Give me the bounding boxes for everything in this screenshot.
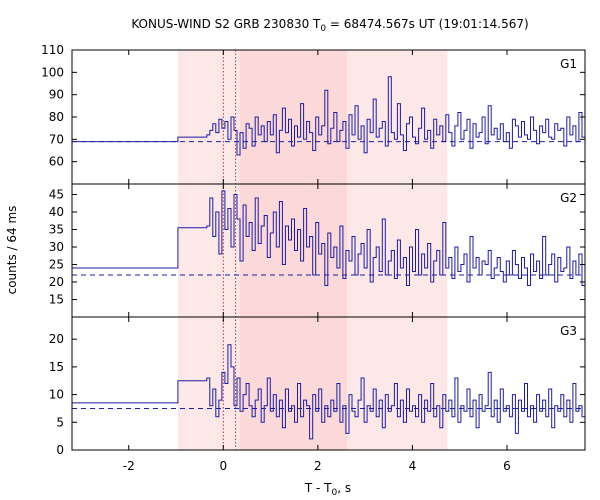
y-tick-label-g1: 60 xyxy=(49,155,64,169)
y-tick-label-g3: 0 xyxy=(56,443,64,457)
x-axis-label: T - T0, s xyxy=(304,481,351,498)
panel-label-g3: G3 xyxy=(560,324,577,338)
x-tick-label: 4 xyxy=(409,459,417,473)
y-tick-label-g2: 30 xyxy=(49,240,64,254)
y-tick-label-g3: 5 xyxy=(56,415,64,429)
light-curve-g2 xyxy=(72,190,585,286)
y-tick-label-g1: 90 xyxy=(49,88,64,102)
y-tick-label-g1: 70 xyxy=(49,132,64,146)
light-curve-g1 xyxy=(72,76,585,156)
axes-layer: G160708090100110G215202530354045G3051015… xyxy=(41,43,586,473)
y-tick-label-g1: 100 xyxy=(41,65,64,79)
x-tick-label: 6 xyxy=(503,459,511,473)
light-curve-g3 xyxy=(72,344,585,440)
panel-label-g2: G2 xyxy=(560,191,577,205)
x-tick-label: -2 xyxy=(123,459,135,473)
y-tick-label-g3: 20 xyxy=(49,332,64,346)
y-tick-label-g3: 15 xyxy=(49,360,64,374)
y-tick-label-g2: 35 xyxy=(49,223,64,237)
chart-title: KONUS-WIND S2 GRB 230830 T0 = 68474.567s… xyxy=(131,17,528,34)
y-tick-label-g2: 15 xyxy=(49,293,64,307)
y-tick-label-g2: 20 xyxy=(49,275,64,289)
series-g3 xyxy=(72,344,585,440)
y-axis-label: counts / 64 ms xyxy=(5,206,19,295)
trigger-markers xyxy=(222,50,237,450)
series-layer xyxy=(72,76,585,440)
panel-frame-g3 xyxy=(71,316,586,451)
series-g2 xyxy=(72,190,585,286)
x-tick-label: 2 xyxy=(314,459,322,473)
series-g1 xyxy=(72,76,585,156)
y-tick-label-g3: 10 xyxy=(49,388,64,402)
y-tick-label-g2: 40 xyxy=(49,205,64,219)
y-tick-label-g2: 45 xyxy=(49,188,64,202)
y-tick-label-g2: 25 xyxy=(49,258,64,272)
y-tick-label-g1: 80 xyxy=(49,110,64,124)
y-tick-label-g1: 110 xyxy=(41,43,64,57)
panel-label-g1: G1 xyxy=(560,57,577,71)
x-tick-label: 0 xyxy=(219,459,227,473)
